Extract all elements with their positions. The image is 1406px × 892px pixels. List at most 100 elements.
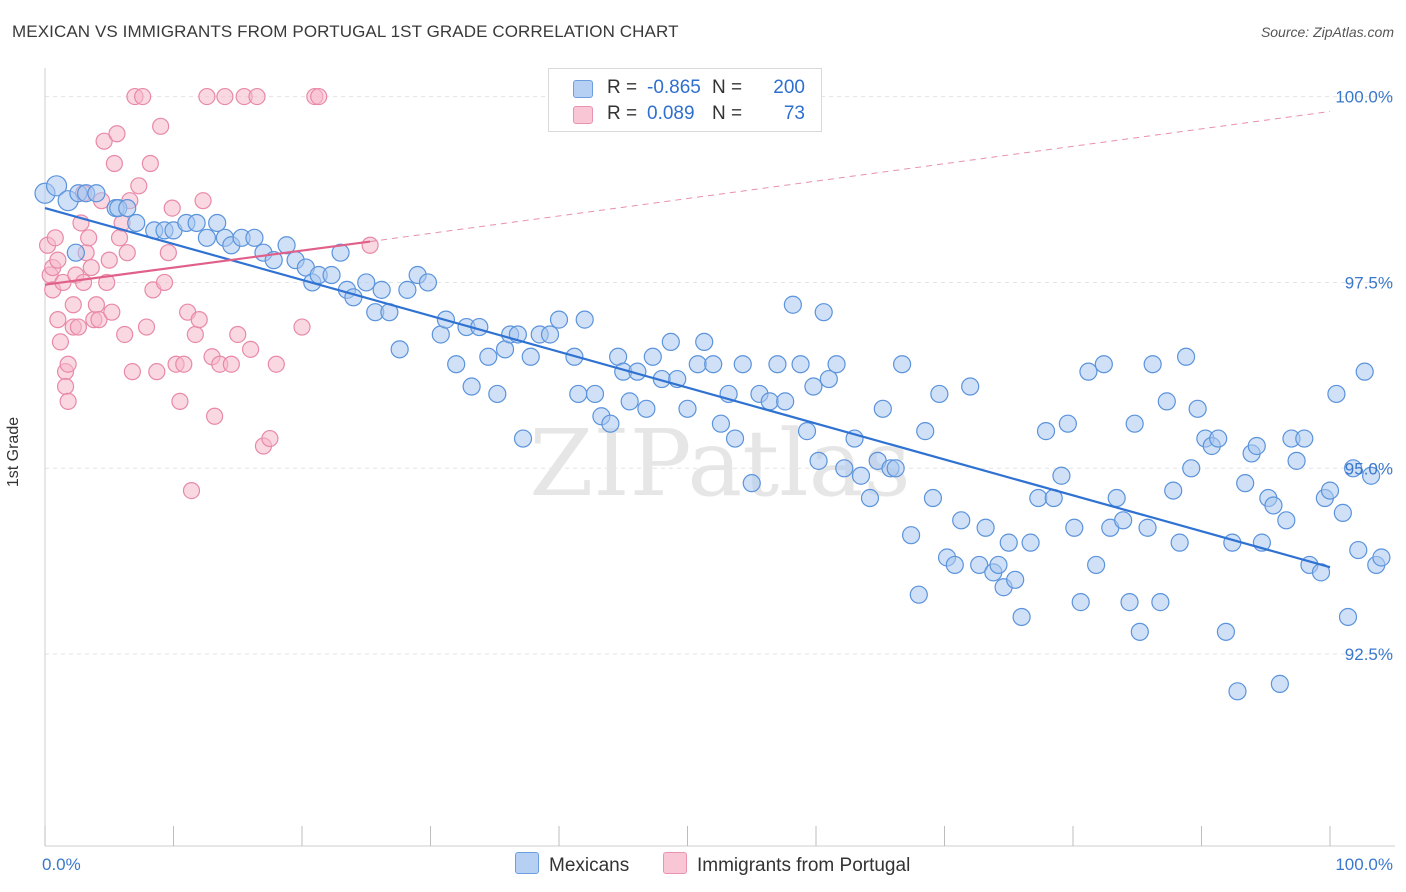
mexican-point xyxy=(688,355,707,374)
mexican-point xyxy=(1355,362,1374,381)
mexican-point xyxy=(845,429,864,448)
mexican-point xyxy=(909,585,928,604)
mexican-point xyxy=(989,555,1008,575)
mexican-point xyxy=(447,355,466,374)
tick-labels: 100.0% 97.5% 95.0% 92.5% 0.0% 100.0% xyxy=(42,88,1393,874)
portugal-trend-extension xyxy=(370,110,1331,243)
mexican-point xyxy=(695,332,714,352)
portugal-point xyxy=(56,377,75,396)
mexican-point xyxy=(127,213,146,233)
mexican-point xyxy=(970,555,989,575)
mexican-point xyxy=(601,414,620,433)
mexican-point xyxy=(1182,459,1201,478)
mexican-point xyxy=(809,451,828,470)
mexican-point xyxy=(1036,422,1056,441)
mexican-point xyxy=(791,355,810,374)
portugal-point xyxy=(182,481,201,500)
mexican-point xyxy=(1012,607,1031,627)
mexican-point xyxy=(418,273,438,292)
portugal-point xyxy=(175,355,193,373)
y-tick-label: 100.0% xyxy=(1335,88,1393,107)
mexican-point xyxy=(1264,496,1283,515)
portugal-point xyxy=(186,325,204,344)
portugal-point xyxy=(59,392,77,410)
mexican-point xyxy=(711,414,731,433)
mexican-point xyxy=(1327,384,1346,404)
mexican-point xyxy=(488,384,507,404)
y-tick-label: 97.5% xyxy=(1345,273,1393,292)
portugal-point xyxy=(293,318,311,336)
portugal-point xyxy=(222,355,240,373)
mexicans-trend-line xyxy=(44,207,1331,569)
mexican-point xyxy=(1079,362,1098,381)
source-label: Source: ZipAtlas.com xyxy=(1260,24,1394,40)
mexican-point xyxy=(187,213,206,233)
portugal-point xyxy=(310,87,328,106)
mexican-point xyxy=(1188,399,1207,418)
portugal-points xyxy=(38,87,379,500)
mexican-point xyxy=(331,243,350,262)
mexican-point xyxy=(760,392,779,411)
mexican-point xyxy=(678,399,697,418)
mexican-point xyxy=(916,422,935,441)
portugal-point xyxy=(100,251,118,269)
portugal-point xyxy=(190,311,208,329)
portugal-point xyxy=(159,244,177,262)
mexican-point xyxy=(549,310,569,329)
portugal-point xyxy=(163,199,181,217)
portugal-point xyxy=(198,87,216,106)
mexican-point xyxy=(860,488,880,508)
mexican-point xyxy=(961,377,980,396)
mexican-point xyxy=(1065,518,1084,537)
mexican-point xyxy=(1209,429,1228,448)
portugal-point xyxy=(103,303,121,321)
mexican-point xyxy=(819,369,838,389)
mexican-point xyxy=(873,399,892,418)
mexican-point xyxy=(45,175,68,197)
y-tick-label: 92.5% xyxy=(1345,645,1393,664)
stats-legend: R = -0.865 N = 200 R = 0.089 N = 73 xyxy=(548,68,822,132)
mexican-point xyxy=(277,236,296,255)
portugal-point xyxy=(141,154,159,173)
portugal-point xyxy=(64,296,82,314)
portugal-point xyxy=(361,236,379,254)
portugal-point xyxy=(59,355,77,373)
mexican-point xyxy=(742,474,761,493)
mexican-point xyxy=(1058,414,1077,433)
portugal-point xyxy=(194,192,212,210)
x-tick-label: 100.0% xyxy=(1335,855,1393,874)
mexican-point xyxy=(1071,593,1090,612)
mexican-point xyxy=(1236,474,1255,493)
portugal-point xyxy=(80,229,98,247)
mexican-point xyxy=(923,488,943,508)
mexican-point xyxy=(1151,593,1170,612)
mexican-point xyxy=(1143,355,1162,374)
portugal-point xyxy=(137,318,156,336)
mexican-point xyxy=(1094,355,1113,374)
mexican-point xyxy=(1295,429,1314,448)
mexican-point xyxy=(999,533,1018,552)
mexican-point xyxy=(1270,674,1289,693)
r-value: 0.089 xyxy=(647,103,695,124)
legend-row-mexicans: R = -0.865 N = 200 xyxy=(549,75,821,101)
mexican-point xyxy=(835,459,854,478)
legend-item-mexicans: Mexicans xyxy=(515,852,629,877)
mexican-point xyxy=(398,280,417,299)
mexican-point xyxy=(1247,436,1266,456)
y-tick-label: 95.0% xyxy=(1345,459,1393,478)
mexican-point xyxy=(462,377,481,396)
r-value: -0.865 xyxy=(647,77,701,98)
portugal-point xyxy=(148,363,166,381)
mexican-point xyxy=(575,310,594,329)
portugal-point xyxy=(130,177,148,195)
portugal-point xyxy=(123,363,141,381)
mexican-point xyxy=(1362,466,1381,485)
mexican-point xyxy=(540,325,560,344)
portugal-point xyxy=(134,87,152,106)
mexican-point xyxy=(704,355,723,374)
mexican-point xyxy=(1333,503,1352,522)
mexican-point xyxy=(1021,533,1040,552)
y-axis-title: 1st Grade xyxy=(5,416,22,488)
legend-row-portugal: R = 0.089 N = 73 xyxy=(549,101,821,127)
